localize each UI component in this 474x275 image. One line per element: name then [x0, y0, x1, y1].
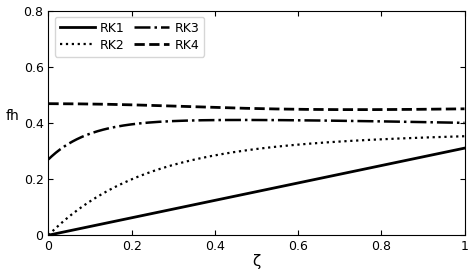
- Y-axis label: fh: fh: [6, 109, 19, 123]
- Legend: RK1, RK2, RK3, RK4: RK1, RK2, RK3, RK4: [55, 17, 204, 57]
- X-axis label: ζ: ζ: [252, 254, 261, 270]
